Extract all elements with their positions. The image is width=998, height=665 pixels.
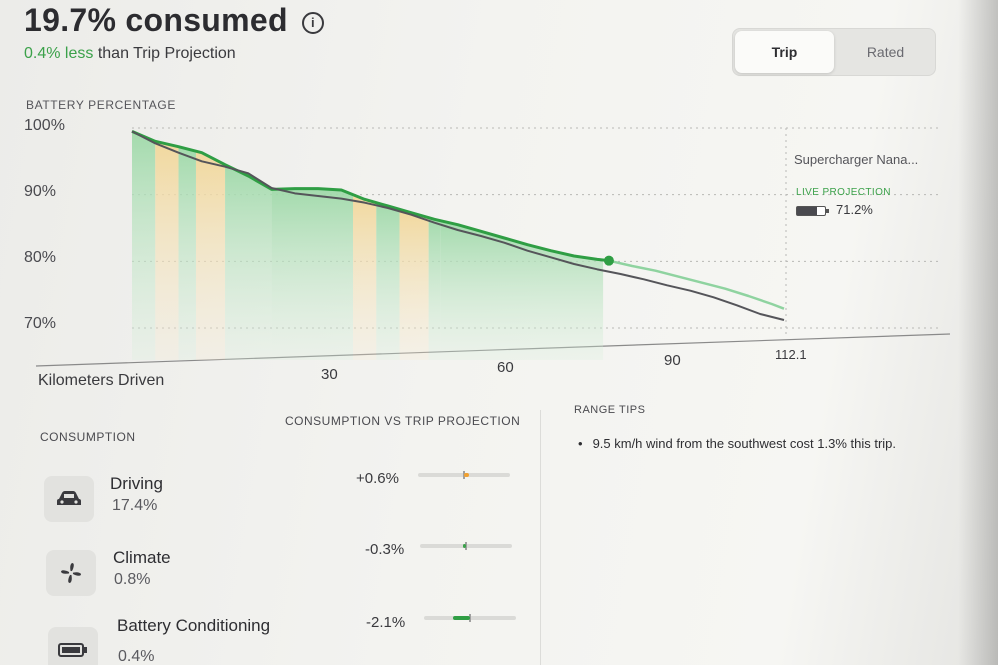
climate-percent: 0.8% — [114, 571, 151, 588]
consumption-segment-fill — [440, 220, 604, 360]
consumption-segment-fill — [271, 188, 354, 360]
ytick-label: 80% — [24, 249, 57, 266]
driving-label: Driving — [110, 474, 163, 493]
projection-delta: 0.4% less — [24, 45, 94, 62]
battery-conditioning-deviation-bar — [424, 614, 516, 622]
consumption-vs-projection-label: CONSUMPTION VS TRIP PROJECTION — [285, 414, 521, 428]
battery-conditioning-label: Battery Conditioning — [117, 616, 271, 635]
consumption-section-label: CONSUMPTION — [40, 430, 136, 444]
fan-icon — [46, 550, 96, 596]
trip-rated-toggle: Trip Rated — [732, 28, 936, 76]
xtick-label: 112.1 — [775, 347, 807, 362]
projection-comparison: 0.4% less than Trip Projection — [24, 45, 236, 63]
live-projection-value: 71.2% — [836, 202, 873, 217]
range-tip-item: • 9.5 km/h wind from the southwest cost … — [578, 436, 896, 451]
climate-delta: -0.3% — [365, 541, 405, 558]
driving-delta: +0.6% — [356, 470, 399, 487]
projection-delta-text: than Trip Projection — [93, 45, 236, 62]
xtick-label: 30 — [321, 366, 338, 383]
current-position-marker — [603, 255, 614, 266]
car-icon — [44, 476, 94, 522]
series-line — [608, 259, 785, 310]
chart-title: BATTERY PERCENTAGE — [26, 98, 176, 112]
climate-deviation-bar — [420, 542, 512, 550]
section-divider — [540, 410, 541, 665]
xtick-label: 90 — [664, 352, 681, 369]
battery-level-icon — [796, 206, 829, 216]
driving-deviation-fill — [464, 473, 469, 477]
tip-bullet: • — [578, 436, 583, 451]
range-tip-text: 9.5 km/h wind from the southwest cost 1.… — [592, 436, 897, 451]
consumption-segment-fill — [155, 141, 179, 360]
xtick-label: 60 — [497, 359, 514, 376]
battery-icon — [48, 627, 98, 665]
x-axis-title: Kilometers Driven — [38, 372, 165, 389]
consumption-segment-fill — [132, 131, 156, 360]
consumption-segment-fill — [178, 146, 196, 360]
consumption-segment-fill — [399, 209, 429, 360]
live-projection-label: LIVE PROJECTION — [796, 187, 891, 198]
battery-conditioning-percent: 0.4% — [118, 648, 155, 665]
climate-label: Climate — [113, 548, 171, 567]
driving-deviation-bar — [418, 471, 510, 479]
consumption-segment-fill — [353, 194, 377, 360]
consumed-headline: 19.7% consumed i — [24, 2, 324, 39]
series-line — [131, 130, 785, 321]
range-tips-label: RANGE TIPS — [574, 404, 646, 416]
climate-deviation-fill — [463, 544, 466, 548]
ytick-label: 100% — [24, 117, 65, 134]
toggle-trip[interactable]: Trip — [735, 31, 834, 73]
battery-conditioning-delta: -2.1% — [366, 614, 406, 631]
consumption-segment-fill — [225, 164, 272, 360]
driving-percent: 17.4% — [112, 497, 158, 514]
toggle-rated[interactable]: Rated — [866, 44, 905, 60]
consumption-segment-fill — [428, 217, 441, 360]
series-line — [131, 129, 610, 263]
battery-conditioning-deviation-fill — [453, 616, 470, 620]
destination-name: Supercharger Nana... — [794, 152, 919, 167]
ytick-label: 90% — [24, 183, 57, 200]
consumption-segment-fill — [376, 202, 400, 360]
consumed-value: 19.7% consumed — [24, 2, 288, 38]
ytick-label: 70% — [24, 315, 57, 332]
info-icon[interactable]: i — [301, 11, 324, 34]
consumption-segment-fill — [195, 151, 226, 360]
battery-chart — [35, 127, 951, 367]
